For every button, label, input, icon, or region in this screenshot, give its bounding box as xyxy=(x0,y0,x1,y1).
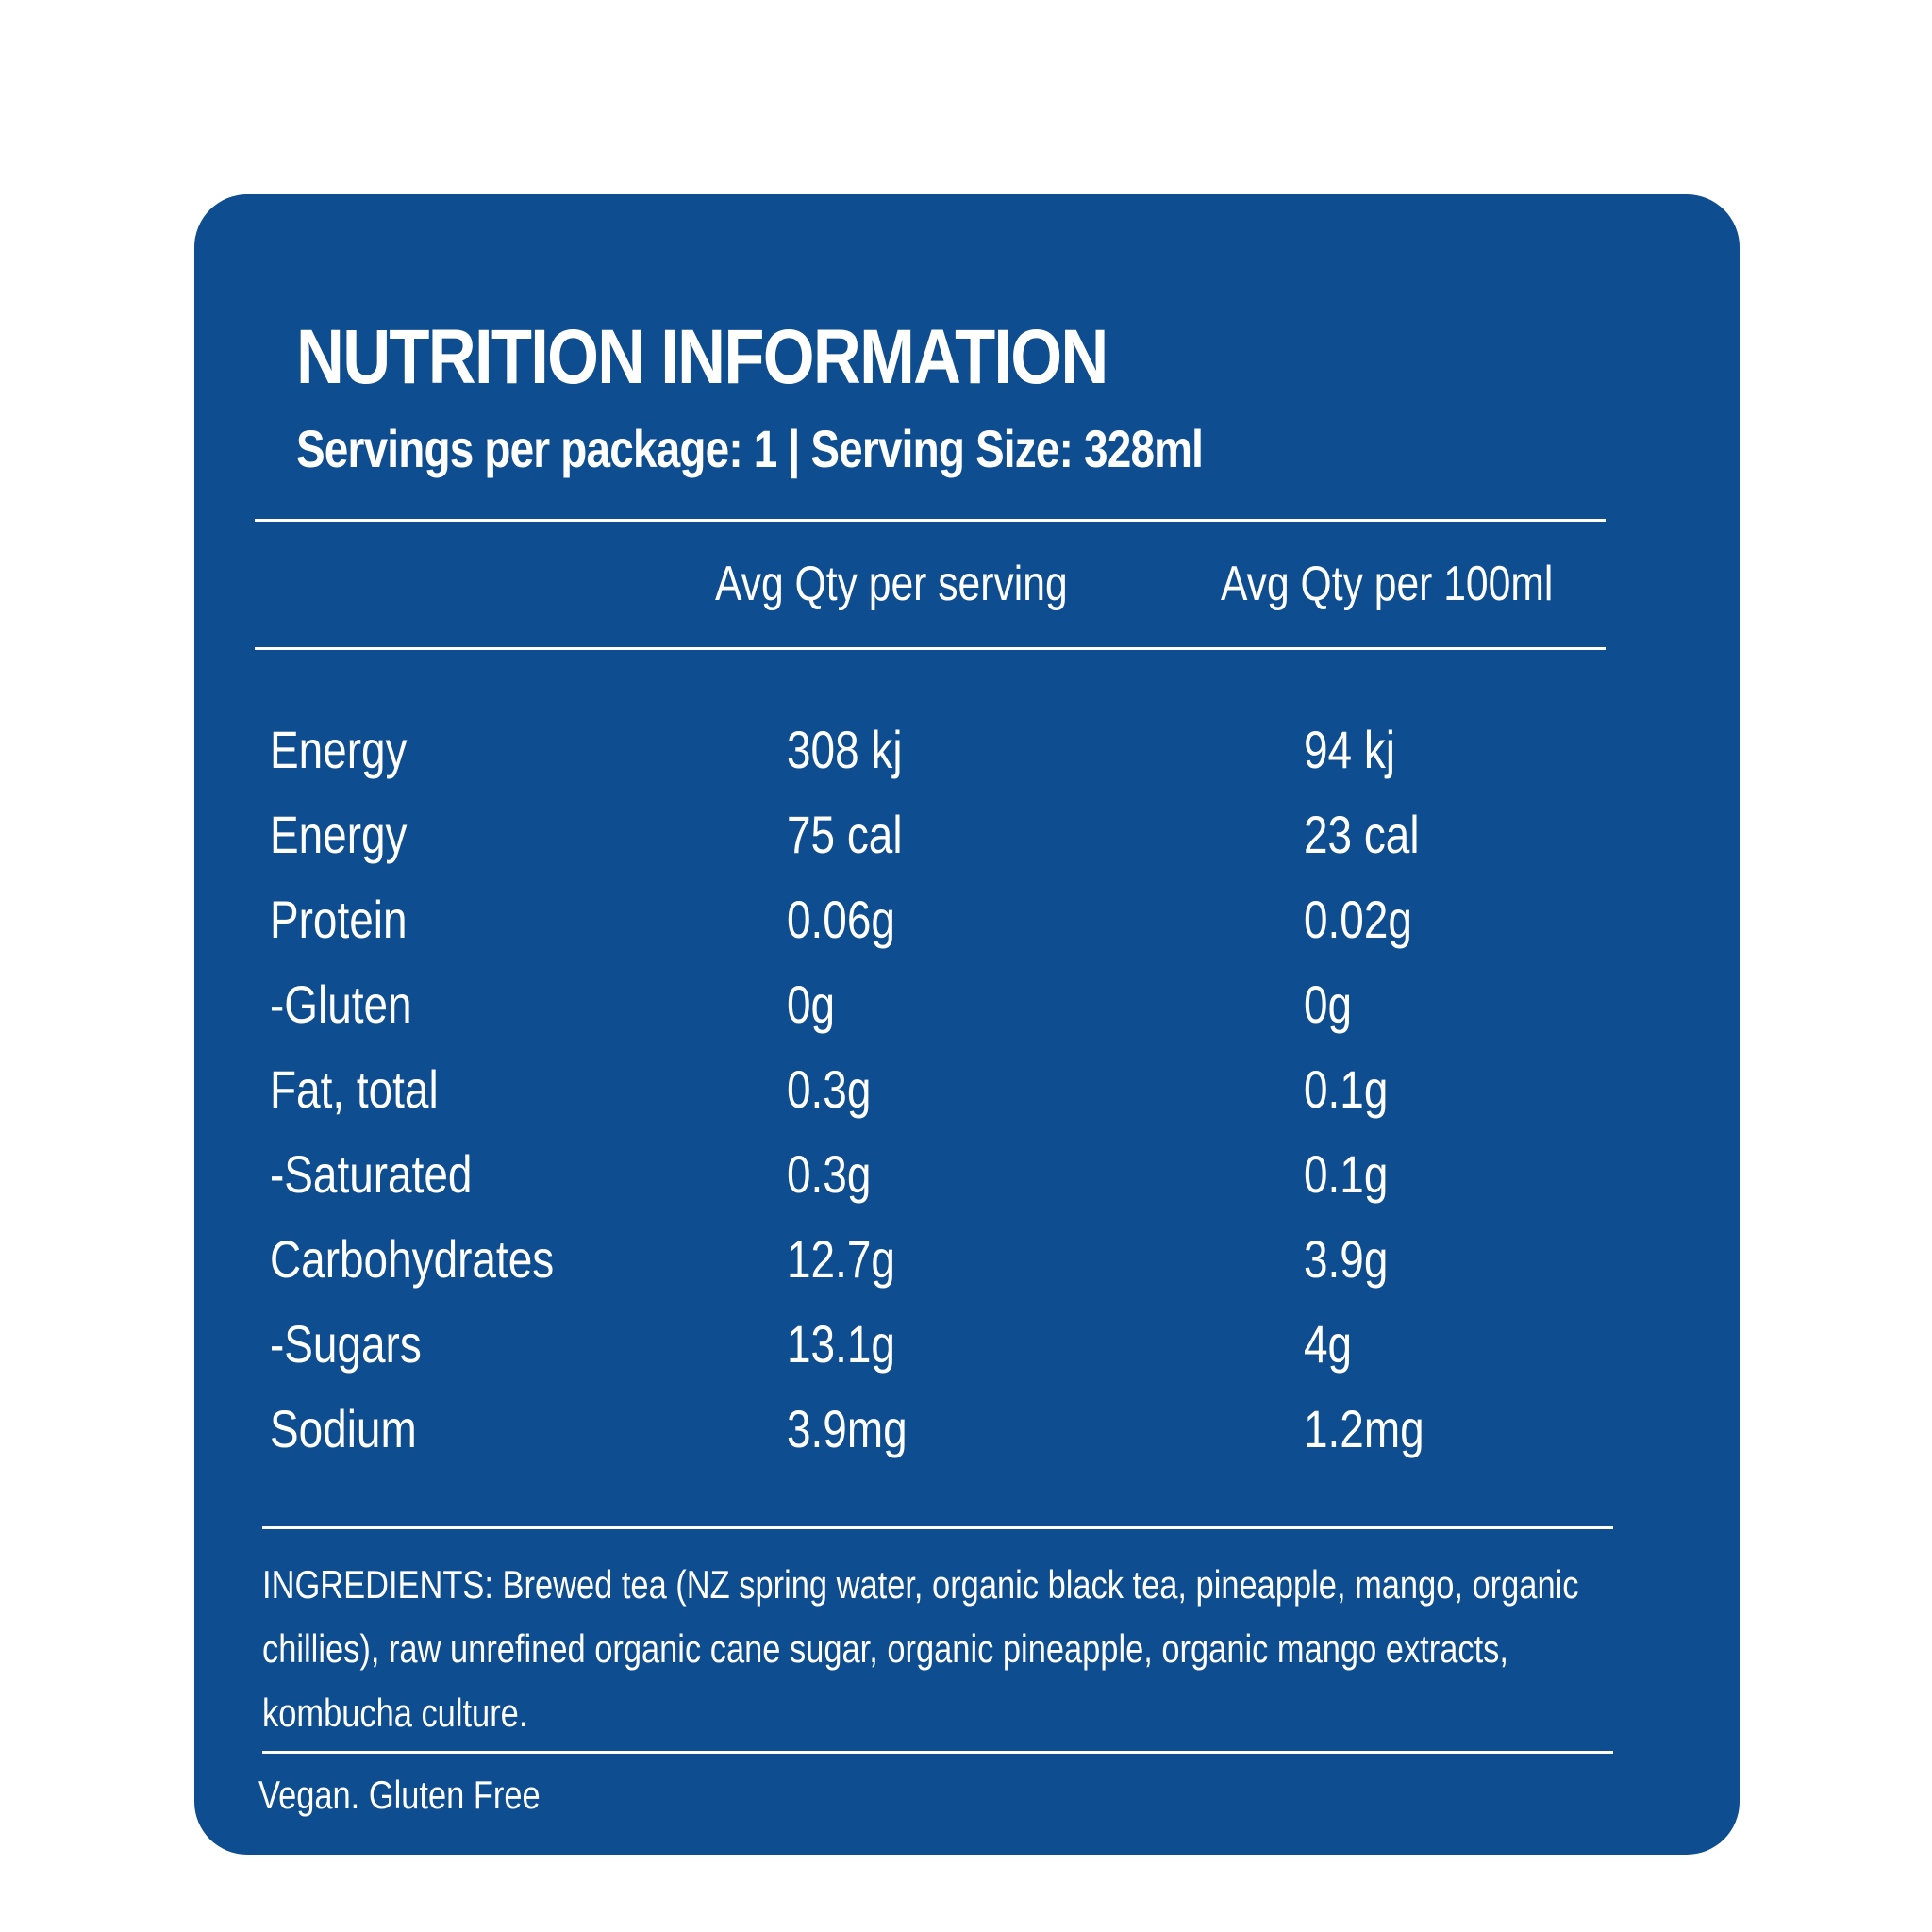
per-serving-value: 3.9mg xyxy=(787,1399,908,1458)
per-100ml-value: 23 cal xyxy=(1304,805,1420,864)
column-header-per-100ml: Avg Qty per 100ml xyxy=(1221,557,1554,611)
table-row: Protein 0.06g 0.02g xyxy=(270,877,1685,962)
servings-info: Servings per package: 1 | Serving Size: … xyxy=(296,419,1204,478)
per-100ml-value: 0g xyxy=(1304,974,1353,1034)
nutrient-label: Protein xyxy=(270,890,408,949)
panel-title: NUTRITION INFORMATION xyxy=(296,314,1108,400)
per-100ml-value: 0.1g xyxy=(1304,1059,1389,1119)
nutrient-label: Energy xyxy=(270,720,408,779)
table-row: Carbohydrates 12.7g 3.9g xyxy=(270,1217,1685,1302)
per-100ml-value: 0.1g xyxy=(1304,1144,1389,1204)
per-100ml-value: 0.02g xyxy=(1304,890,1412,949)
nutrition-panel: NUTRITION INFORMATION Servings per packa… xyxy=(194,194,1740,1855)
dietary-note: Vegan. Gluten Free xyxy=(258,1773,541,1817)
per-serving-value: 0g xyxy=(787,974,836,1034)
divider-top xyxy=(255,519,1606,522)
per-100ml-value: 4g xyxy=(1304,1314,1353,1374)
per-serving-value: 12.7g xyxy=(787,1229,895,1289)
table-row: -Saturated 0.3g 0.1g xyxy=(270,1132,1685,1217)
per-serving-value: 0.06g xyxy=(787,890,895,949)
nutrient-label: Carbohydrates xyxy=(270,1229,555,1289)
table-row: -Gluten 0g 0g xyxy=(270,962,1685,1047)
per-100ml-value: 94 kj xyxy=(1304,720,1396,779)
table-row: Energy 75 cal 23 cal xyxy=(270,792,1685,877)
nutrient-label: Energy xyxy=(270,805,408,864)
per-serving-value: 308 kj xyxy=(787,720,903,779)
per-serving-value: 75 cal xyxy=(787,805,903,864)
table-row: Energy 308 kj 94 kj xyxy=(270,708,1685,792)
nutrient-label: -Saturated xyxy=(270,1144,473,1204)
divider-footer xyxy=(262,1751,1613,1754)
per-100ml-value: 3.9g xyxy=(1304,1229,1389,1289)
table-row: Sodium 3.9mg 1.2mg xyxy=(270,1387,1685,1472)
nutrient-label: -Sugars xyxy=(270,1314,422,1374)
table-row: -Sugars 13.1g 4g xyxy=(270,1302,1685,1387)
column-header-per-serving: Avg Qty per serving xyxy=(715,557,1068,611)
nutrient-label: Sodium xyxy=(270,1399,417,1458)
nutrient-label: Fat, total xyxy=(270,1059,439,1119)
per-serving-value: 13.1g xyxy=(787,1314,895,1374)
nutrient-label: -Gluten xyxy=(270,974,412,1034)
per-serving-value: 0.3g xyxy=(787,1144,872,1204)
ingredients-text: INGREDIENTS: Brewed tea (NZ spring water… xyxy=(262,1562,1579,1735)
per-serving-value: 0.3g xyxy=(787,1059,872,1119)
divider-header xyxy=(255,647,1606,650)
divider-ingredients xyxy=(262,1526,1613,1529)
table-row: Fat, total 0.3g 0.1g xyxy=(270,1047,1685,1132)
nutrition-table: Energy 308 kj 94 kj Energy 75 cal 23 cal… xyxy=(270,708,1685,1472)
per-100ml-value: 1.2mg xyxy=(1304,1399,1424,1458)
